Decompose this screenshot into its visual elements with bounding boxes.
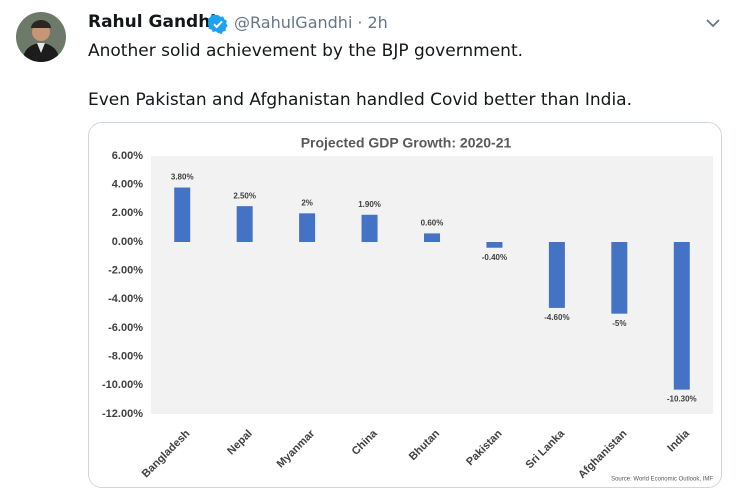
bar bbox=[611, 242, 628, 314]
y-tick-label: 2.00% bbox=[112, 207, 143, 219]
y-tick-label: -12.00% bbox=[102, 408, 143, 420]
bar bbox=[299, 213, 316, 242]
y-tick-label: -2.00% bbox=[108, 265, 143, 277]
y-tick-label: -6.00% bbox=[108, 322, 143, 334]
data-label: 3.80% bbox=[171, 173, 194, 182]
data-label: 2.50% bbox=[233, 191, 256, 200]
bar bbox=[361, 214, 378, 242]
media-image[interactable]: Projected GDP Growth: 2020-21 Source: Wo… bbox=[88, 122, 722, 488]
y-tick-label: -8.00% bbox=[108, 351, 143, 363]
y-tick-label: 6.00% bbox=[112, 150, 143, 162]
verified-badge bbox=[208, 14, 228, 34]
data-label: -4.60% bbox=[544, 313, 569, 322]
user-name[interactable]: Rahul Gandhi bbox=[88, 12, 217, 32]
tweet-text: Even Pakistan and Afghanistan handled Co… bbox=[88, 90, 632, 110]
bar bbox=[486, 242, 503, 248]
data-label: 2% bbox=[301, 198, 313, 207]
more-menu[interactable] bbox=[704, 14, 722, 32]
user-handle[interactable]: @RahulGandhi bbox=[234, 13, 353, 32]
tweet-text: Another solid achievement by the BJP gov… bbox=[88, 41, 524, 61]
data-label: 0.60% bbox=[421, 219, 444, 228]
data-label: -5% bbox=[612, 319, 626, 328]
y-tick-label: -4.00% bbox=[108, 293, 143, 305]
chart: Projected GDP Growth: 2020-21 Source: Wo… bbox=[89, 123, 721, 487]
data-label: -10.30% bbox=[667, 395, 697, 404]
bar bbox=[424, 233, 440, 242]
bar bbox=[174, 187, 191, 242]
separator: · bbox=[357, 13, 363, 32]
bar bbox=[673, 242, 690, 390]
y-tick-label: 4.00% bbox=[112, 179, 143, 191]
data-label: 1.90% bbox=[358, 200, 381, 209]
timestamp[interactable]: 2h bbox=[367, 13, 388, 32]
bar bbox=[548, 242, 565, 308]
avatar[interactable] bbox=[16, 12, 66, 62]
data-label: -0.40% bbox=[482, 253, 507, 262]
source-note: Source: World Economic Outlook, IMF bbox=[611, 477, 713, 483]
bar bbox=[236, 206, 253, 242]
tweet-meta: @RahulGandhi · 2h bbox=[234, 13, 393, 32]
chart-title: Projected GDP Growth: 2020-21 bbox=[301, 135, 512, 151]
y-tick-label: 0.00% bbox=[112, 236, 143, 248]
y-tick-label: -10.00% bbox=[102, 379, 143, 391]
